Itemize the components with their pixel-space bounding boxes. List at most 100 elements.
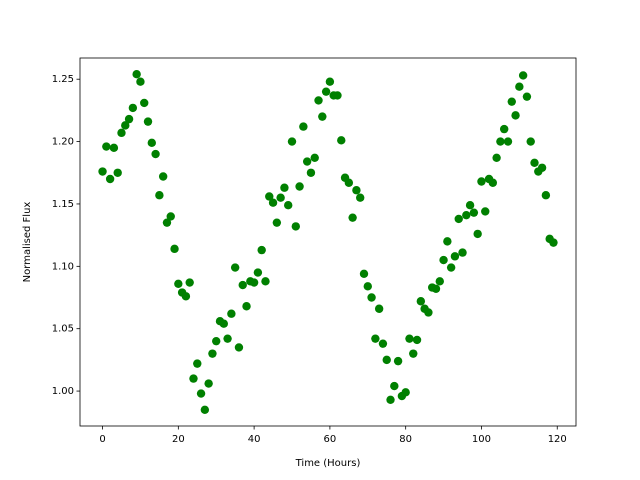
point: [367, 293, 376, 302]
point: [352, 186, 361, 195]
point: [170, 244, 179, 254]
point: [522, 92, 532, 101]
point: [185, 278, 194, 287]
y-tick-label: 1.15: [52, 199, 74, 210]
point: [378, 339, 388, 348]
point: [268, 198, 278, 207]
point: [356, 193, 365, 202]
point: [537, 163, 547, 172]
point: [337, 136, 346, 145]
point: [443, 237, 452, 246]
x-tick-label: 80: [399, 434, 412, 445]
point: [287, 137, 297, 146]
point: [242, 302, 251, 311]
point: [208, 349, 217, 358]
point: [488, 178, 498, 187]
point: [147, 138, 157, 148]
point: [109, 143, 119, 153]
point: [299, 122, 308, 131]
point: [371, 334, 380, 343]
point: [189, 374, 198, 383]
point: [499, 124, 509, 134]
point: [412, 335, 422, 345]
y-axis-label: Normalised Flux: [22, 202, 33, 283]
y-tick-label: 1.20: [52, 137, 74, 148]
point: [458, 248, 467, 257]
point: [124, 114, 134, 124]
point: [390, 381, 399, 391]
point: [276, 193, 285, 202]
point: [386, 395, 395, 405]
x-tick-label: 40: [248, 434, 261, 445]
point: [253, 268, 263, 277]
point: [518, 71, 528, 80]
point: [132, 70, 141, 79]
point: [393, 356, 403, 366]
point: [151, 149, 160, 159]
x-tick-label: 60: [324, 434, 337, 445]
point: [348, 213, 357, 222]
point: [405, 334, 414, 343]
point: [416, 297, 426, 306]
point: [515, 82, 524, 91]
x-tick-label: 0: [99, 434, 105, 445]
point: [439, 255, 448, 265]
point: [446, 263, 456, 272]
point: [409, 349, 418, 358]
point: [530, 158, 539, 167]
point: [473, 229, 482, 239]
point: [227, 309, 236, 318]
x-tick-label: 100: [472, 434, 491, 445]
point: [155, 191, 164, 200]
x-axis-label: Time (Hours): [295, 458, 361, 469]
point: [249, 278, 259, 287]
point: [280, 183, 289, 192]
point: [363, 282, 372, 291]
point: [503, 137, 513, 146]
point: [424, 308, 433, 317]
point: [234, 343, 244, 352]
point: [333, 91, 342, 100]
point: [204, 379, 213, 388]
y-tick-label: 1.00: [52, 386, 74, 397]
point: [549, 238, 558, 247]
point: [113, 168, 122, 177]
point: [507, 97, 516, 106]
point: [196, 389, 206, 398]
plot-frame: [79, 57, 577, 427]
point: [230, 263, 240, 272]
point: [295, 182, 304, 191]
point: [481, 207, 490, 216]
point: [219, 319, 228, 328]
point: [496, 137, 505, 146]
point: [541, 191, 551, 200]
point: [450, 252, 460, 261]
point: [382, 355, 391, 365]
y-tick-label: 1.25: [52, 74, 74, 85]
point: [344, 178, 354, 187]
point: [359, 269, 369, 279]
point: [102, 142, 111, 151]
point: [158, 172, 168, 181]
point: [314, 96, 323, 105]
point: [98, 167, 107, 176]
point: [223, 334, 232, 343]
point: [465, 201, 475, 210]
point: [140, 98, 149, 108]
point: [193, 359, 202, 368]
point: [257, 245, 266, 255]
point: [302, 157, 312, 166]
point: [431, 284, 441, 293]
y-tick-label: 1.10: [52, 261, 74, 272]
point: [511, 111, 520, 120]
point: [272, 218, 282, 227]
point: [469, 208, 479, 217]
point: [265, 192, 274, 201]
point: [174, 279, 183, 288]
point: [121, 121, 130, 130]
x-tick-label: 120: [548, 434, 567, 445]
point: [105, 174, 115, 184]
point: [492, 153, 501, 162]
point: [306, 168, 316, 177]
